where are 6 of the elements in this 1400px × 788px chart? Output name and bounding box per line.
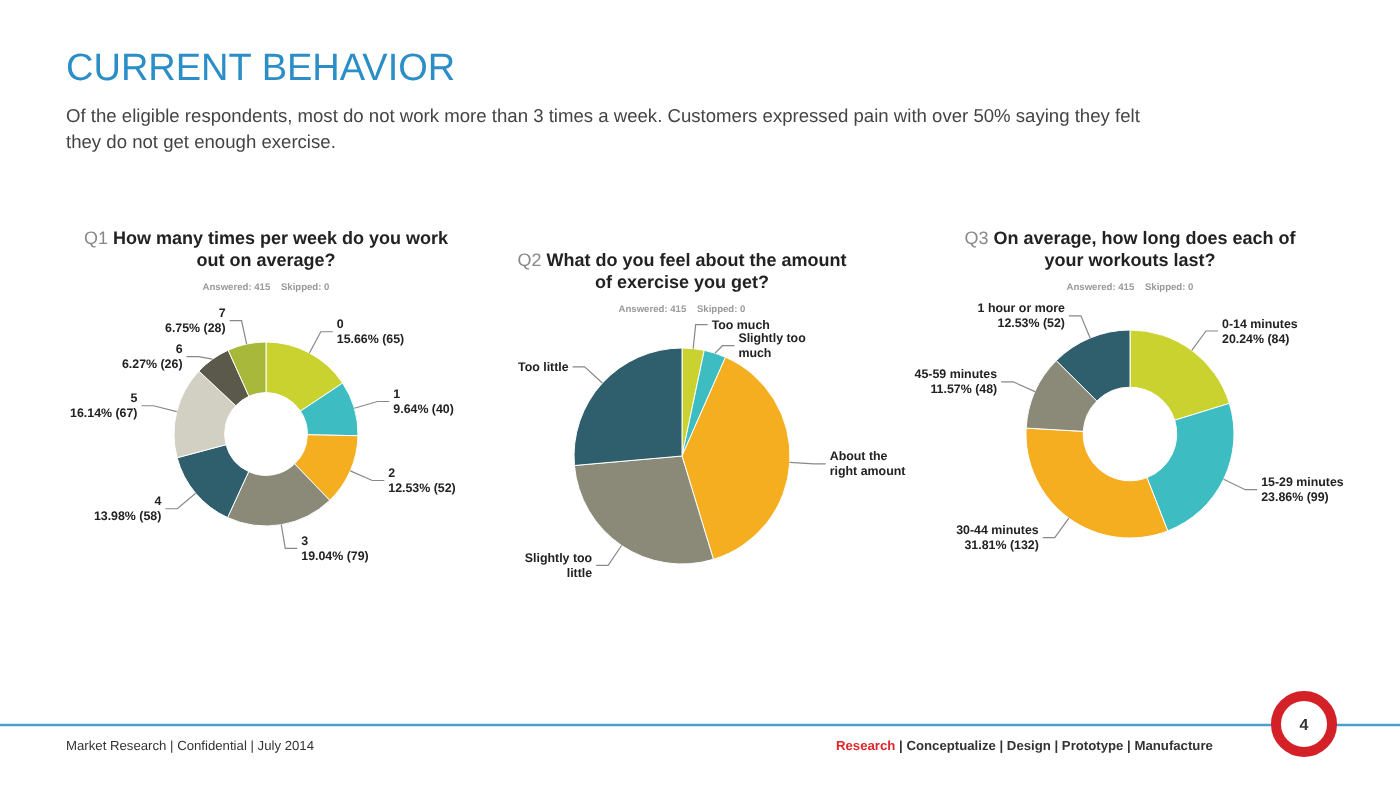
chart-title: Q3 On average, how long does each of your workouts last? (964, 228, 1296, 270)
text: CURRENT BEHAVIOR (66, 48, 456, 90)
chart-title: Q1 How many times per week do you work out on average? (83, 228, 449, 270)
text: Of the eligible respondents, most do not work more than 3 times a week. Customers expressed pain with over 50% saying they felt they do not get enough exercise. (66, 106, 1141, 152)
text: 4 (1299, 716, 1310, 734)
chart-title: Q2 What do you feel about the amount of exercise you get? (517, 250, 847, 292)
